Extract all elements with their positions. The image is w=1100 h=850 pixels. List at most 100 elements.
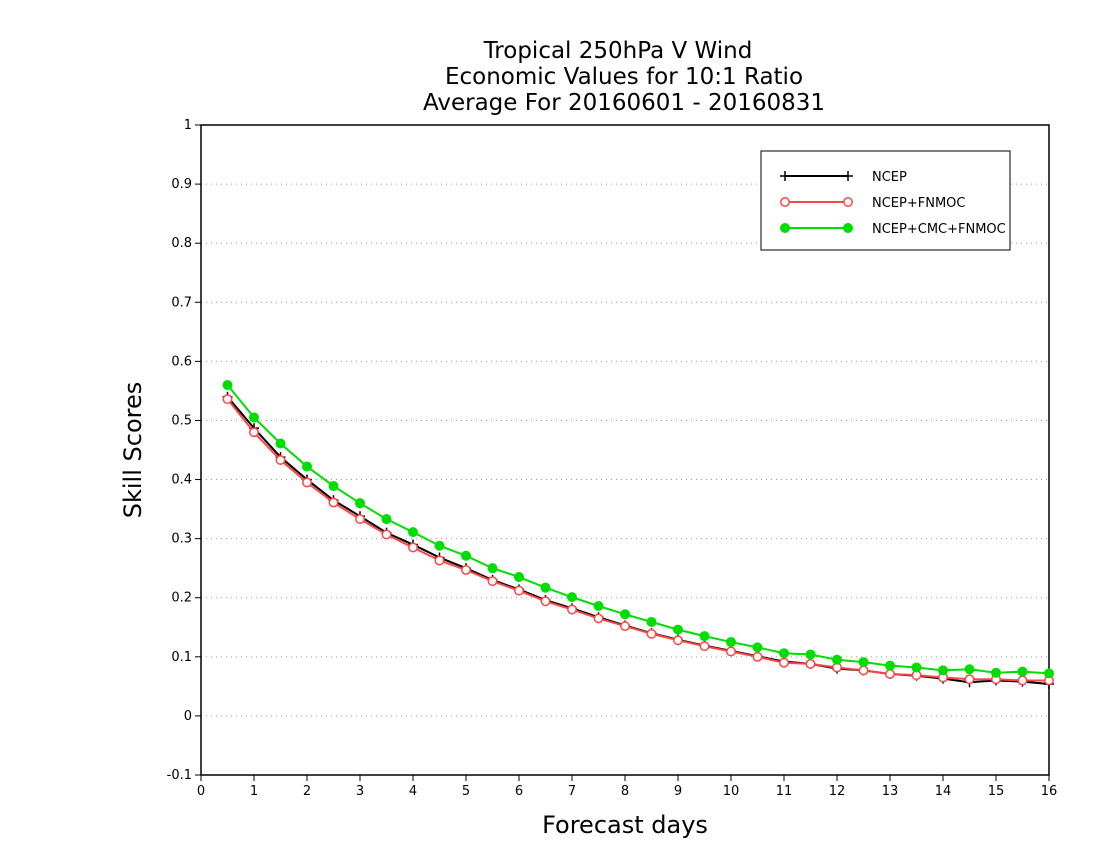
data-point bbox=[911, 662, 922, 673]
y-tick-label: -0.1 bbox=[167, 768, 192, 783]
x-tick-label: 16 bbox=[1041, 784, 1058, 799]
data-point bbox=[567, 592, 577, 603]
x-tick-label: 5 bbox=[462, 784, 470, 799]
data-point bbox=[302, 477, 312, 488]
data-point bbox=[1044, 668, 1054, 679]
data-point bbox=[514, 585, 524, 596]
data-point bbox=[461, 565, 471, 575]
data-point bbox=[752, 642, 763, 653]
legend-label: NCEP+FNMOC bbox=[872, 196, 965, 211]
data-point bbox=[991, 667, 1001, 678]
x-tick-label: 11 bbox=[776, 784, 793, 799]
legend-marker bbox=[780, 223, 790, 233]
x-tick-label: 0 bbox=[197, 784, 205, 799]
data-point bbox=[355, 514, 365, 525]
data-point bbox=[699, 641, 710, 652]
title-line-3: Average For 20160601 - 20160831 bbox=[423, 90, 825, 116]
data-point bbox=[328, 481, 339, 492]
legend-marker bbox=[780, 197, 790, 207]
data-point bbox=[885, 669, 895, 679]
x-tick-label: 14 bbox=[935, 784, 952, 799]
data-point bbox=[805, 658, 816, 669]
legend-marker bbox=[843, 171, 853, 181]
x-tick-label: 6 bbox=[515, 784, 523, 799]
x-tick-label: 12 bbox=[829, 784, 846, 799]
title-line-2: Economic Values for 10:1 Ratio bbox=[445, 64, 803, 90]
x-tick-label: 15 bbox=[988, 784, 1005, 799]
data-point bbox=[805, 649, 816, 660]
y-tick-label: 0.4 bbox=[171, 473, 192, 488]
data-point bbox=[249, 427, 259, 438]
data-point bbox=[434, 540, 445, 551]
data-point bbox=[673, 635, 683, 646]
data-point bbox=[302, 461, 312, 472]
data-point bbox=[964, 674, 975, 685]
x-tick-label: 4 bbox=[409, 784, 417, 799]
data-point bbox=[487, 563, 498, 574]
legend-label: NCEP+CMC+FNMOC bbox=[872, 222, 1006, 237]
data-point bbox=[779, 657, 789, 668]
x-tick-label: 9 bbox=[674, 784, 682, 799]
data-point bbox=[673, 624, 683, 635]
legend-marker bbox=[843, 223, 853, 233]
y-axis-label: Skill Scores bbox=[119, 382, 147, 519]
data-point bbox=[858, 665, 869, 676]
data-point bbox=[964, 664, 975, 675]
data-point bbox=[938, 665, 948, 676]
data-point bbox=[858, 657, 869, 668]
data-point bbox=[885, 660, 895, 671]
grid bbox=[201, 183, 1049, 717]
data-point bbox=[752, 651, 763, 662]
data-point bbox=[355, 498, 365, 509]
legend-marker bbox=[843, 197, 853, 207]
data-point bbox=[381, 514, 392, 525]
x-tick-label: 1 bbox=[250, 784, 258, 799]
chart-title: Tropical 250hPa V Wind Economic Values f… bbox=[423, 38, 825, 116]
data-point bbox=[249, 412, 259, 423]
data-point bbox=[593, 601, 604, 611]
data-point bbox=[275, 455, 286, 465]
x-tick-label: 10 bbox=[723, 784, 740, 799]
legend-box bbox=[760, 150, 1011, 251]
x-tick-label: 7 bbox=[568, 784, 576, 799]
data-point bbox=[1017, 666, 1028, 677]
data-point bbox=[328, 497, 339, 508]
data-point bbox=[593, 613, 604, 624]
series-line bbox=[226, 396, 1050, 685]
data-point bbox=[620, 609, 630, 620]
data-point bbox=[381, 529, 392, 540]
data-point bbox=[726, 637, 736, 648]
series-line bbox=[226, 398, 1049, 682]
data-point bbox=[567, 604, 577, 615]
legend: NCEP NCEP+FNMOC NCEP+CMC+FNMOC bbox=[760, 150, 1011, 251]
title-line-1: Tropical 250hPa V Wind bbox=[483, 38, 753, 64]
series-ncep bbox=[222, 391, 1054, 689]
y-tick-label: 0.7 bbox=[171, 295, 192, 310]
series-ncep-fnmoc bbox=[222, 394, 1054, 686]
data-point bbox=[222, 380, 233, 390]
legend-marker bbox=[780, 171, 790, 181]
data-point bbox=[1017, 675, 1028, 686]
y-tick-label: 0.1 bbox=[171, 650, 192, 665]
data-point bbox=[646, 616, 657, 627]
x-tick-label: 3 bbox=[356, 784, 364, 799]
series-ncep-cmc-fnmoc bbox=[222, 380, 1054, 679]
y-tick-label: 0.2 bbox=[171, 591, 192, 606]
data-point bbox=[461, 550, 471, 561]
legend-item-ncep-cmc-fnmoc: NCEP+CMC+FNMOC bbox=[780, 222, 1006, 237]
y-tick-label: 0.6 bbox=[171, 354, 192, 369]
legend-label: NCEP bbox=[872, 170, 907, 185]
data-point bbox=[699, 631, 710, 642]
axis-ticks: -0.100.10.20.30.40.50.60.70.80.910 1 2 3 4 5 6… bbox=[167, 118, 1058, 799]
data-point bbox=[779, 648, 789, 659]
x-tick-label: 8 bbox=[621, 784, 629, 799]
x-tick-label: 2 bbox=[303, 784, 311, 799]
data-point bbox=[540, 596, 551, 607]
data-point bbox=[514, 572, 524, 583]
data-point bbox=[832, 654, 842, 665]
y-tick-label: 0.3 bbox=[171, 532, 192, 547]
data-point bbox=[726, 646, 736, 657]
x-axis-label: Forecast days bbox=[542, 811, 708, 839]
data-point bbox=[408, 527, 418, 538]
